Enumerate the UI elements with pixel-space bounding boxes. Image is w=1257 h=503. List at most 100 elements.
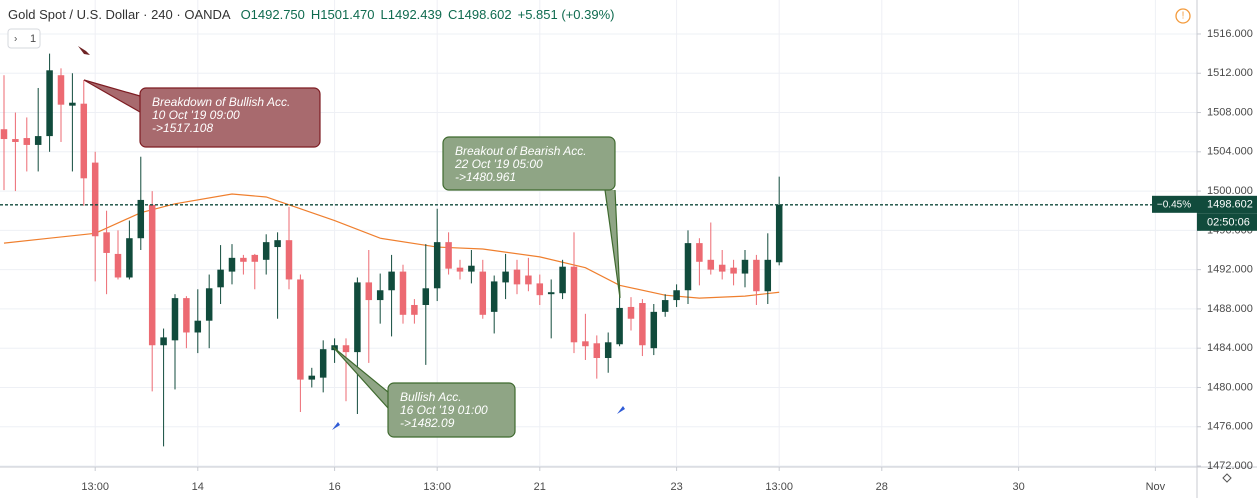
x-tick-label: 14 [192,481,204,493]
callout-text: Breakdown of Bullish Acc. [152,95,290,109]
x-tick-label: 13:00 [423,481,451,493]
change-label: −0.45% [1157,199,1191,210]
callout-text: 22 Oct '19 05:00 [454,157,543,171]
candle-body [559,266,566,294]
candle-body [194,320,202,333]
candle-body [354,282,361,353]
candle-body [411,304,418,315]
candle-body [274,240,281,248]
rocket-icon [617,406,625,414]
x-tick-label: 21 [534,481,546,493]
y-tick-label: 1512.000 [1207,67,1253,79]
candle-body [502,271,509,283]
candle-body [308,375,316,380]
candle-body [297,279,304,380]
candle-body [570,266,578,343]
candle-body [399,271,407,315]
alert-icon[interactable] [1175,8,1191,24]
header-part: Gold Spot / U.S. Dollar [8,7,140,22]
y-tick-label: 1476.000 [1207,421,1253,433]
candle-body [148,204,156,346]
y-tick-label: 1516.000 [1207,28,1253,40]
ohlc-label: H1501.470 [311,7,375,22]
callout-pointer [83,79,141,113]
layout-button-arrow: › [14,34,17,45]
callout-text: Breakout of Bearish Acc. [455,144,587,158]
header: Gold Spot / U.S. Dollar · 240 · OANDA O14… [7,7,1232,483]
candle-body [730,267,737,274]
candle-body [126,238,133,278]
x-tick-label: 16 [328,481,340,493]
callout-text: Bullish Acc. [400,390,462,404]
ohlc-label: O1492.750 [241,7,305,22]
candle-body [445,242,452,269]
candle-body [707,259,715,270]
candle-body [34,136,42,145]
candle-body [582,341,589,347]
ohlc-label: C1498.602 [448,7,512,22]
candle-body [513,269,521,285]
candle-body [627,306,635,319]
candle-body [114,253,122,278]
candle-body [171,298,179,341]
candle-body [285,240,293,280]
candle-body [639,303,646,346]
x-tick-label: 13:00 [765,481,793,493]
candle-body [137,199,145,239]
candle-body [103,232,110,253]
alert-icon-mark: ! [1182,11,1185,22]
header-part: 240 [151,7,173,22]
callout-pointer [604,189,621,299]
rocket-icon [78,46,90,55]
axes: 1472.000 1476.000 1480.000 1484.000 1488.000… [81,28,1257,493]
candle-body [262,242,270,260]
plot [0,53,1197,447]
candle-body [650,311,658,349]
ohlc-label: L1492.439 [381,7,442,22]
last-price-box [1197,195,1257,214]
candle-body [228,257,236,272]
candle-body [673,290,680,301]
candle-body [91,162,99,237]
candle-body [319,349,327,378]
candle-body [57,75,65,105]
candle-body [616,307,623,345]
candle-body [0,129,8,140]
candle-body [536,283,544,296]
y-tick-label: 1504.000 [1207,146,1253,158]
annotations: Breakdown of Bullish Acc.10 Oct '19 09:0… [83,79,621,438]
candle-body [593,343,601,359]
header-text: Gold Spot / U.S. Dollar · 240 · OANDA O14… [8,7,614,22]
candle-body [456,267,464,272]
candle-body [490,281,498,312]
candle-body [12,139,19,142]
candle-body [80,103,88,179]
callout: Bullish Acc.16 Oct '19 01:00->1482.09 [332,346,516,438]
candle-body [604,342,612,359]
candle-body [365,282,373,301]
candle-body [547,292,555,295]
candle-body [240,257,247,262]
y-tick-label: 1500.000 [1207,185,1253,197]
callout-box [387,382,516,438]
candle-body [775,204,783,263]
settings-icon[interactable] [1222,473,1232,483]
candle-body [684,243,692,291]
countdown-box [1197,213,1257,231]
ohlc-label: +5.851 (+0.39%) [518,7,615,22]
candle-body [753,259,760,292]
x-tick-label: 23 [670,481,682,493]
y-tick-label: 1484.000 [1207,342,1253,354]
candle-body [205,288,213,321]
header-part: OANDA [184,7,231,22]
countdown-label: 02:50:06 [1207,217,1250,229]
callout-text: ->1482.09 [400,416,455,430]
candle-body [342,345,350,353]
layout-button[interactable] [7,28,41,49]
x-tick-label: Nov [1146,481,1166,493]
candle-body [764,259,772,292]
candle-body [741,259,749,274]
y-tick-label: 1492.000 [1207,264,1253,276]
